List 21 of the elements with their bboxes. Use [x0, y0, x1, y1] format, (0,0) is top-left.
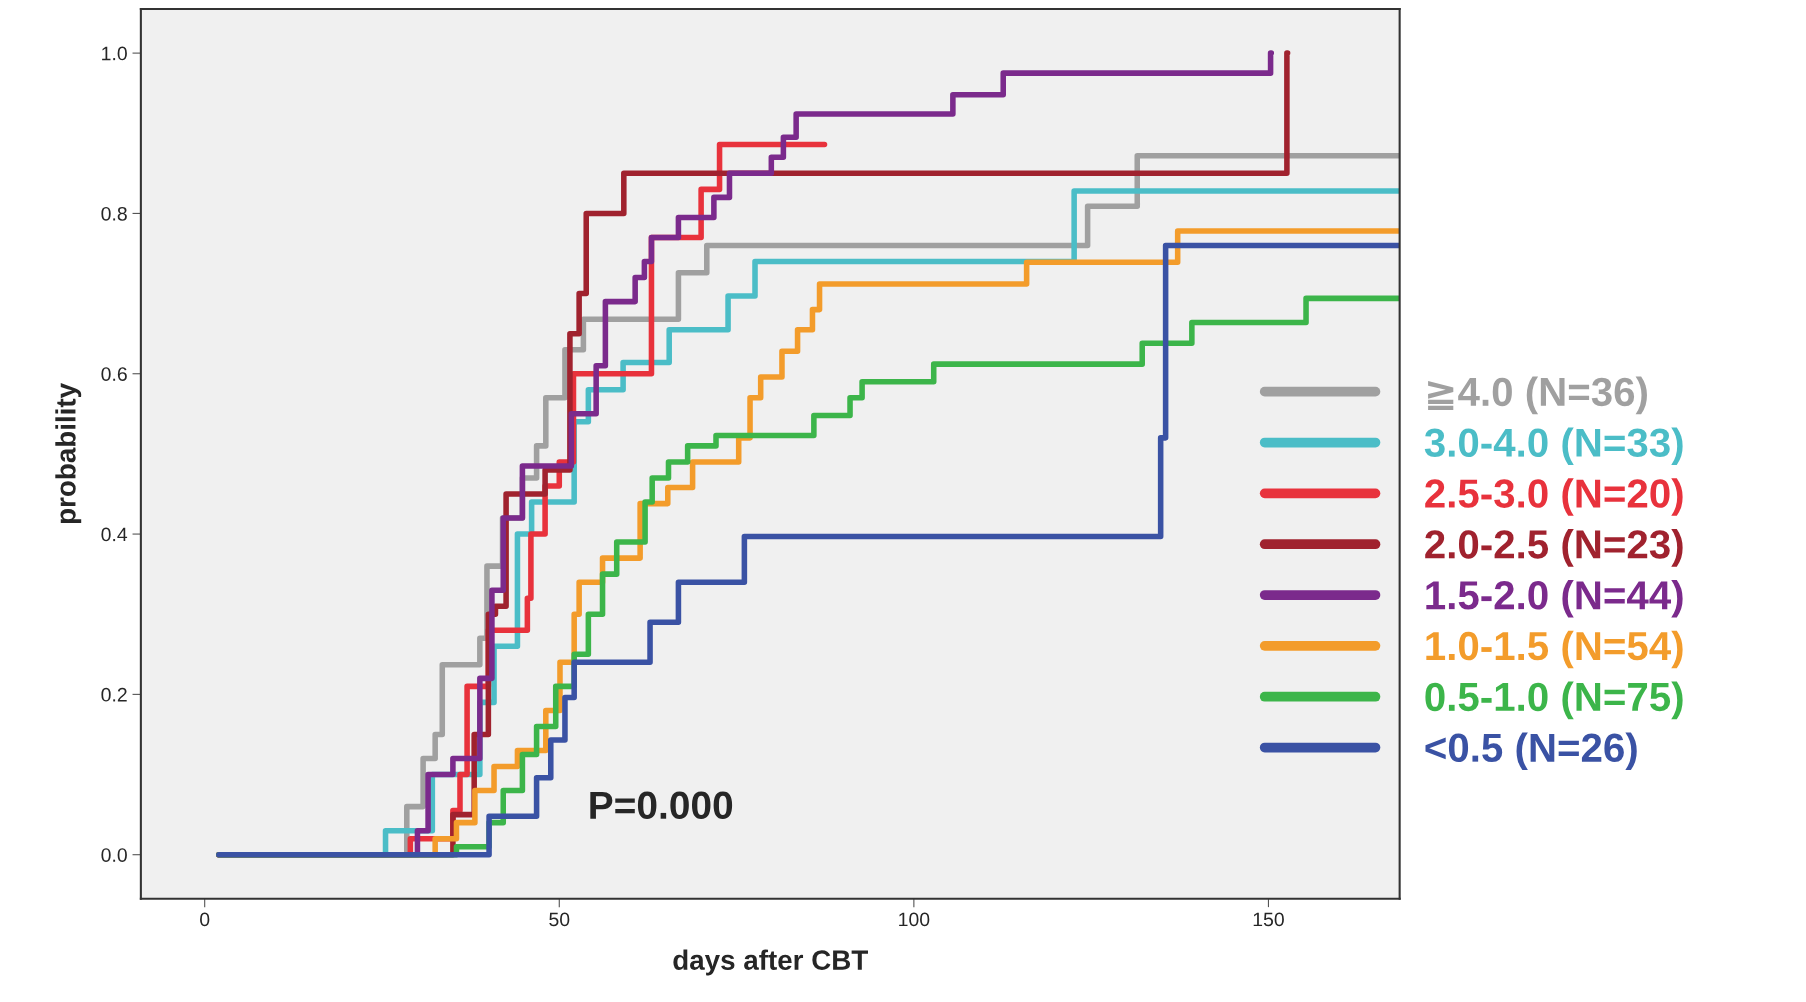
legend-label: <0.5 (N=26) [1425, 732, 1637, 770]
legend-label: 1.5-2.0 (N=44) [1426, 579, 1683, 618]
x-tick-label: 50 [549, 912, 570, 927]
y-tick-label: 0.8 [101, 206, 127, 221]
legend-label: 3.0-4.0 (N=33) [1424, 427, 1683, 465]
y-tick-label: 0.6 [101, 367, 127, 381]
x-axis-title: days after CBT [673, 949, 868, 976]
x-tick-label: 100 [899, 912, 930, 927]
y-tick-label: 1.0 [102, 46, 127, 61]
y-tick-label: 0.0 [101, 848, 127, 862]
y-tick-label: 0.4 [101, 527, 128, 542]
annotation: P=0.000 [590, 791, 733, 820]
y-axis-title: probability [55, 383, 82, 524]
x-tick-label: 0 [200, 912, 210, 927]
legend-label: 1.0-1.5 (N=54) [1426, 630, 1683, 669]
x-tick-label: 150 [1253, 912, 1284, 927]
legend-label: ≧4.0 (N=36) [1428, 376, 1647, 415]
legend-label: 0.5-1.0 (N=75) [1425, 681, 1683, 720]
y-tick-label: 0.2 [101, 687, 127, 702]
legend-label: 2.0-2.5 (N=23) [1425, 529, 1683, 567]
legend-label: 2.5-3.0 (N=20) [1425, 478, 1683, 516]
